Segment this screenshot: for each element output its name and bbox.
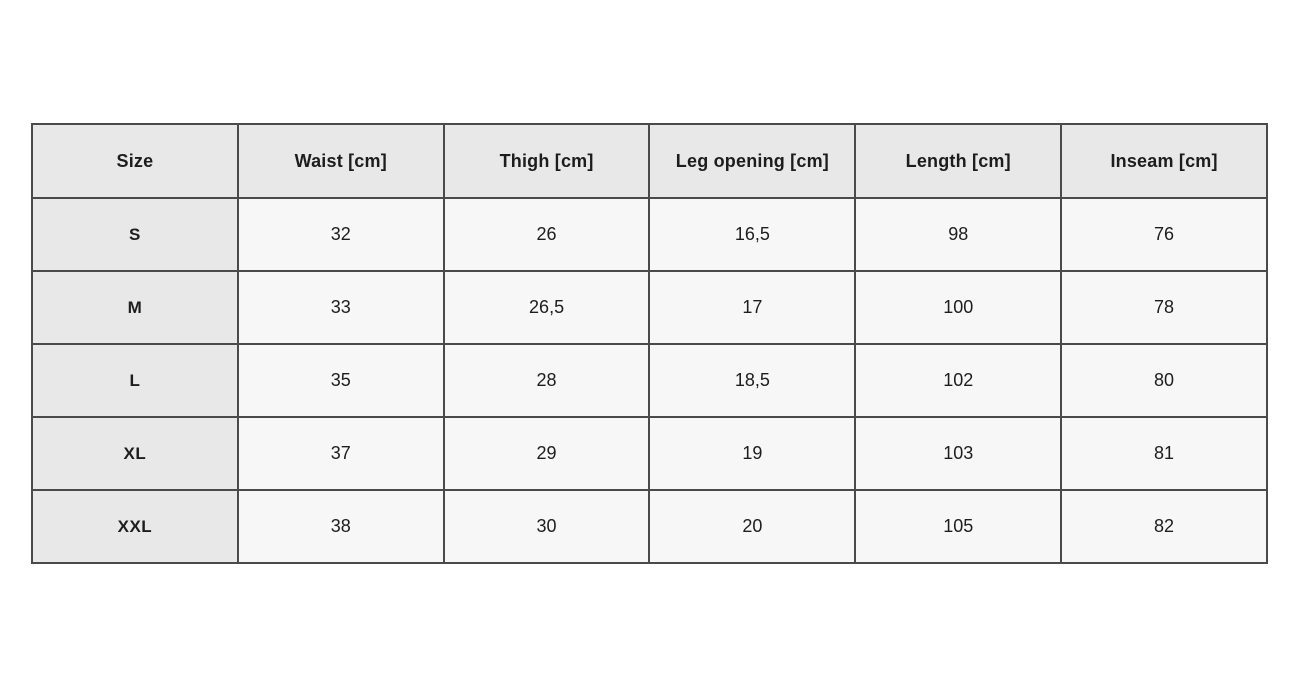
- table-row-xl: XL 37 29 19 103 81: [31, 416, 1268, 491]
- table-cell: 76: [1060, 197, 1268, 272]
- table-cell: 33: [236, 270, 445, 345]
- table-cell: 19: [648, 416, 857, 491]
- table-cell: 102: [854, 343, 1063, 418]
- table-cell: 17: [648, 270, 857, 345]
- table-cell: 38: [236, 489, 445, 564]
- table-cell: 100: [854, 270, 1063, 345]
- table-header-row: Size Waist [cm] Thigh [cm] Leg opening […: [31, 123, 1268, 199]
- table-row-m: M 33 26,5 17 100 78: [31, 270, 1268, 345]
- table-cell: 30: [442, 489, 651, 564]
- table-cell: 98: [854, 197, 1063, 272]
- table-cell: 29: [442, 416, 651, 491]
- table-cell: 105: [854, 489, 1063, 564]
- row-header-size: XXL: [31, 489, 239, 564]
- table-cell: 26,5: [442, 270, 651, 345]
- column-header-size: Size: [31, 123, 239, 199]
- table-cell: 35: [236, 343, 445, 418]
- column-header-thigh: Thigh [cm]: [442, 123, 651, 199]
- row-header-size: XL: [31, 416, 239, 491]
- size-chart-table: Size Waist [cm] Thigh [cm] Leg opening […: [31, 123, 1268, 564]
- table-row-s: S 32 26 16,5 98 76: [31, 197, 1268, 272]
- table-cell: 16,5: [648, 197, 857, 272]
- column-header-leg-opening: Leg opening [cm]: [648, 123, 857, 199]
- row-header-size: L: [31, 343, 239, 418]
- table-row-xxl: XXL 38 30 20 105 82: [31, 489, 1268, 564]
- table-cell: 81: [1060, 416, 1268, 491]
- table-row-l: L 35 28 18,5 102 80: [31, 343, 1268, 418]
- table-cell: 82: [1060, 489, 1268, 564]
- table-cell: 26: [442, 197, 651, 272]
- table-cell: 32: [236, 197, 445, 272]
- table-cell: 103: [854, 416, 1063, 491]
- table-cell: 18,5: [648, 343, 857, 418]
- table-cell: 37: [236, 416, 445, 491]
- table-cell: 20: [648, 489, 857, 564]
- table-cell: 28: [442, 343, 651, 418]
- table-cell: 80: [1060, 343, 1268, 418]
- row-header-size: M: [31, 270, 239, 345]
- column-header-inseam: Inseam [cm]: [1060, 123, 1268, 199]
- column-header-waist: Waist [cm]: [236, 123, 445, 199]
- row-header-size: S: [31, 197, 239, 272]
- column-header-length: Length [cm]: [854, 123, 1063, 199]
- table-cell: 78: [1060, 270, 1268, 345]
